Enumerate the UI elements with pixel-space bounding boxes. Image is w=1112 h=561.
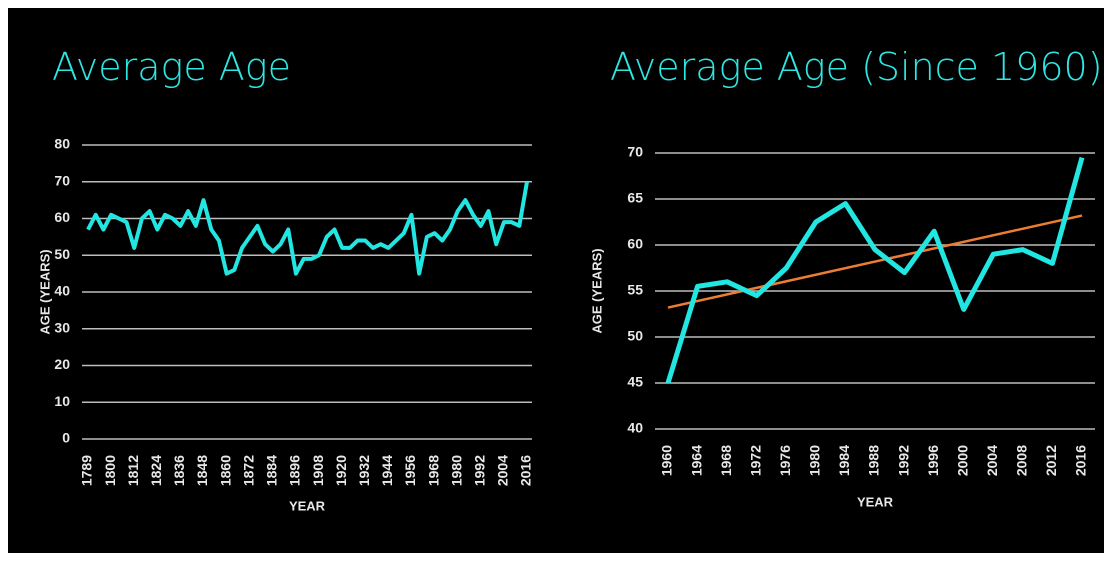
x-tick-label: 1956 [402,455,418,486]
x-tick-label: 1968 [425,455,441,486]
x-tick-label: 1988 [866,445,882,476]
x-tick-label: 1884 [264,455,280,486]
y-tick-label: 45 [627,374,643,390]
x-axis-title: YEAR [289,498,326,513]
x-tick-label: 2004 [984,445,1000,476]
y-axis-title: AGE (YEARS) [37,249,52,334]
y-tick-label: 20 [54,356,70,372]
x-tick-label: 1860 [217,455,233,486]
y-tick-label: 0 [62,430,70,446]
x-tick-label: 1908 [310,455,326,486]
x-tick-label: 1932 [356,455,372,486]
data-line [86,181,529,276]
x-tick-label: 2016 [1073,445,1089,476]
y-axis-title: AGE (YEARS) [589,248,604,333]
x-tick-label: 2008 [1014,445,1030,476]
x-tick-label: 1980 [448,455,464,486]
x-tick-label: 1964 [688,445,704,476]
y-tick-label: 30 [54,319,70,335]
x-tick-label: 1800 [102,455,118,486]
x-tick-label: 1992 [471,455,487,486]
y-tick-label: 10 [54,393,70,409]
x-tick-label: 1980 [807,445,823,476]
x-tick-label: 1789 [79,455,95,486]
y-tick-label: 70 [54,172,70,188]
y-tick-label: 70 [627,144,643,160]
x-tick-label: 2016 [518,455,534,486]
x-tick-label: 2000 [954,445,970,476]
x-tick-label: 1992 [895,445,911,476]
x-tick-label: 1984 [836,445,852,476]
x-tick-label: 1872 [240,455,256,486]
y-tick-label: 50 [54,246,70,262]
x-tick-label: 2004 [495,455,511,486]
y-tick-label: 50 [627,328,643,344]
x-tick-label: 1812 [125,455,141,486]
chart-title: Average Age (Since 1960) [610,45,1103,89]
x-tick-label: 1968 [718,445,734,476]
y-tick-label: 55 [627,282,643,298]
x-tick-label: 1824 [148,455,164,486]
data-line [665,156,1085,384]
x-tick-label: 1836 [171,455,187,486]
y-tick-label: 65 [627,190,643,206]
x-tick-label: 1896 [287,455,303,486]
x-tick-label: 1972 [747,445,763,476]
y-tick-label: 40 [627,420,643,436]
y-tick-label: 80 [54,136,70,152]
y-tick-label: 60 [627,236,643,252]
x-tick-label: 1920 [333,455,349,486]
x-axis-title: YEAR [857,494,894,509]
y-tick-label: 40 [54,283,70,299]
slide-background [8,8,1104,553]
chart-title: Average Age [52,45,291,89]
x-tick-label: 1976 [777,445,793,476]
x-tick-label: 1996 [925,445,941,476]
y-tick-label: 60 [54,209,70,225]
x-tick-label: 1848 [194,455,210,486]
x-tick-label: 2012 [1043,445,1059,476]
trendline [667,214,1083,309]
x-tick-label: 1944 [379,455,395,486]
x-tick-label: 1960 [659,445,675,476]
